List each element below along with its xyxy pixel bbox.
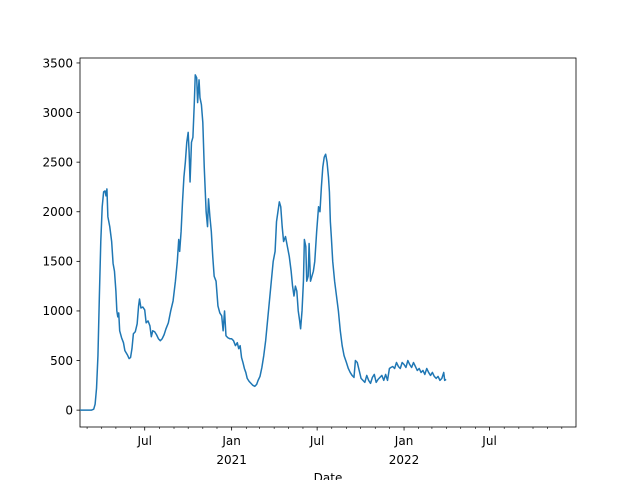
series-line: [80, 74, 447, 411]
y-tick-label: 2000: [42, 205, 73, 219]
x-axis-title: Date: [314, 471, 343, 480]
x-tick-label: Jan: [221, 434, 241, 448]
plot-border: [79, 57, 577, 428]
series-layer: [80, 74, 447, 411]
x-tick-label: Jan: [394, 434, 414, 448]
x-tick-label: Jul: [136, 434, 151, 448]
y-tick-label: 500: [50, 354, 73, 368]
x-tick-year-label: 2021: [216, 453, 247, 467]
y-axis: 0 500 1000 1500 2000 2500 3000 3500: [42, 56, 80, 417]
x-tick-year-label: 2022: [389, 453, 420, 467]
x-tick-label: Jul: [309, 434, 324, 448]
plot-area: [79, 57, 577, 428]
y-tick-label: 1000: [42, 304, 73, 318]
y-tick-label: 3000: [42, 106, 73, 120]
x-axis: Jul Jan 2021 Jul Jan 2022 Jul: [86, 427, 563, 467]
x-tick-label: Jul: [481, 434, 496, 448]
y-tick-label: 3500: [42, 56, 73, 70]
y-tick-label: 0: [65, 403, 73, 417]
y-tick-label: 2500: [42, 155, 73, 169]
y-tick-label: 1500: [42, 255, 73, 269]
